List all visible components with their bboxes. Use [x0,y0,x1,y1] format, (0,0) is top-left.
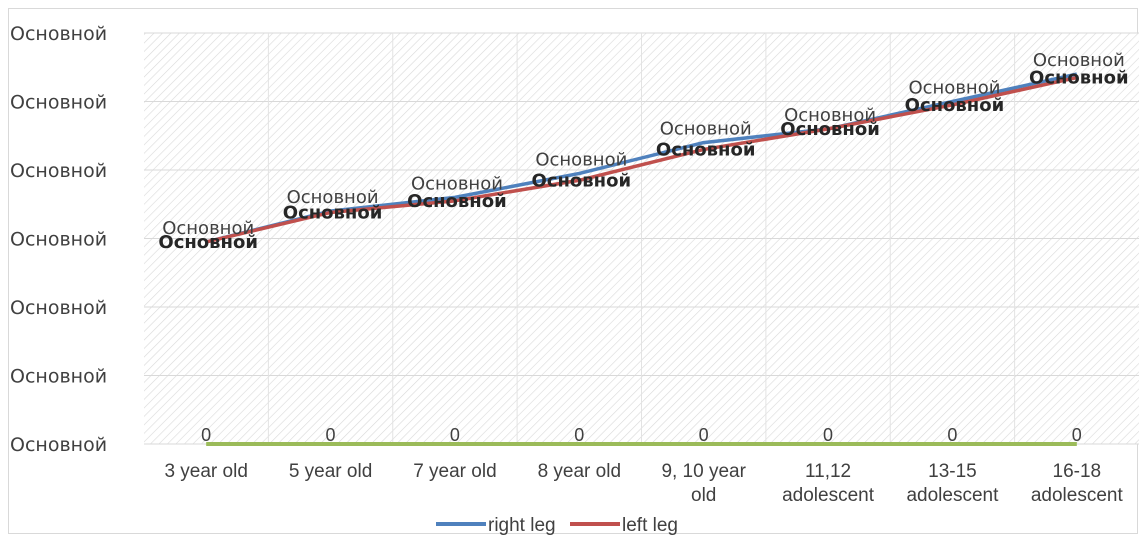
y-tick-label: Основной [10,160,107,182]
data-label: Основной [532,170,632,191]
data-label: 0 [450,425,460,445]
data-label: 0 [574,425,584,445]
data-label: Основной [162,218,254,239]
data-label: Основной [283,202,383,223]
data-label: Основной [660,119,752,140]
data-label: 0 [1072,425,1082,445]
series-line-left-leg [205,75,1078,244]
legend-label-left-leg: left leg [622,515,678,535]
x-tick-label: 16-18 adolescent [1031,461,1124,506]
x-tick-label: 3 year old [164,461,247,482]
x-tick-label: 13-15 adolescent [906,461,999,506]
data-label: Основной [411,173,503,194]
y-axis-ticks: Основной Основной Основной Основной Основной… [10,23,107,456]
y-tick-label: Основной [10,434,107,456]
legend: right leg left leg [436,515,678,535]
data-label: Основной [158,232,258,253]
data-label: 0 [823,425,833,445]
data-label: 0 [201,425,211,445]
y-tick-label: Основной [10,366,107,388]
y-tick-label: Основной [10,92,107,114]
data-label: Основной [287,187,379,208]
x-tick-label: 8 year old [538,461,621,482]
x-tick-label: 9, 10 year old [661,461,746,506]
data-label: Основной [1033,50,1125,71]
data-label: 0 [326,425,336,445]
data-labels: ОсновнойОсновнойОсновнойОсновнойОсновной… [158,50,1128,445]
data-label: Основной [407,191,507,212]
x-tick-label: 11,12 adolescent [782,461,875,506]
series-lines [205,72,1078,446]
data-label: Основной [905,95,1005,116]
y-tick-label: Основной [10,297,107,319]
y-tick-label: Основной [10,23,107,45]
data-label: 0 [699,425,709,445]
x-axis-ticks: 3 year old 5 year old 7 year old 8 year old… [164,461,1123,506]
legend-label-right-leg: right leg [488,515,556,535]
x-tick-label: 5 year old [289,461,372,482]
data-label: 0 [947,425,957,445]
data-label: Основной [780,119,880,140]
data-label: Основной [656,139,756,160]
data-label: Основной [908,78,1000,99]
x-tick-label: 7 year old [413,461,496,482]
data-label: Основной [1029,68,1129,89]
y-tick-label: Основной [10,229,107,251]
data-label: Основной [784,105,876,126]
data-label: Основной [535,149,627,170]
